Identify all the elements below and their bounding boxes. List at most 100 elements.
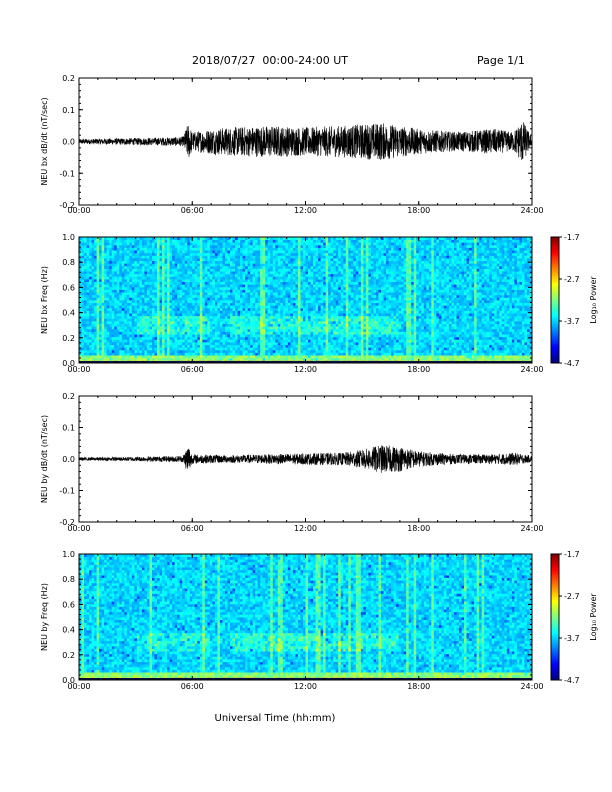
- colorbar-swatch: [551, 272, 559, 276]
- colorbar-swatch: [551, 258, 559, 261]
- colorbar-tick-label: -1.7: [564, 550, 580, 559]
- colorbar-tick-label: -1.7: [564, 233, 580, 242]
- x-tick-label: 06:00: [181, 682, 204, 691]
- colorbar-swatch: [551, 289, 559, 293]
- panel-bx-timeseries: [78, 77, 533, 206]
- colorbar-swatch: [551, 249, 559, 253]
- y-tick-label: 0.8: [62, 575, 75, 584]
- colorbar-swatch: [551, 612, 559, 616]
- y-tick-label: 0.0: [62, 455, 75, 464]
- y-tick-label: 1.0: [62, 233, 75, 242]
- colorbar-swatch: [551, 245, 559, 248]
- x-tick-label: 06:00: [181, 365, 204, 374]
- colorbar-swatch: [551, 677, 559, 681]
- y-axis-label: NEU bx Freq (Hz): [40, 266, 49, 334]
- colorbar-swatch: [551, 640, 559, 643]
- colorbar-swatch: [551, 297, 559, 301]
- x-tick-label: 24:00: [520, 206, 543, 215]
- colorbar-swatch: [551, 633, 559, 637]
- colorbar-swatch: [551, 342, 559, 345]
- x-tick-label: 12:00: [294, 365, 317, 374]
- colorbar-swatch: [551, 304, 559, 307]
- colorbar-swatch: [551, 239, 559, 242]
- x-tick-label: 12:00: [294, 206, 317, 215]
- colorbar-swatch: [551, 281, 559, 284]
- colorbar-swatch: [551, 558, 559, 561]
- colorbar-swatch: [551, 572, 559, 576]
- colorbar-swatch: [551, 316, 559, 320]
- colorbar-swatch: [551, 600, 559, 603]
- y-tick-label: 0.2: [62, 74, 75, 83]
- colorbar-swatch: [551, 589, 559, 593]
- colorbar-tick-label: -4.7: [564, 676, 580, 685]
- y-tick-label: 0.0: [62, 138, 75, 147]
- x-tick-label: 06:00: [181, 524, 204, 533]
- colorbar-swatch: [551, 583, 559, 586]
- colorbar-swatch: [551, 268, 559, 272]
- x-tick-label: 24:00: [520, 682, 543, 691]
- colorbar-swatch: [551, 260, 559, 263]
- colorbar-swatch: [551, 617, 559, 620]
- colorbar-swatch: [551, 241, 559, 244]
- colorbar-swatch: [551, 285, 559, 288]
- colorbar-swatch: [551, 327, 559, 330]
- colorbar-frame: [550, 553, 560, 681]
- colorbar-swatch: [551, 608, 559, 612]
- colorbar-swatch: [551, 562, 559, 565]
- colorbar-swatch: [551, 344, 559, 347]
- colorbar-swatch: [551, 619, 559, 622]
- colorbar-swatch: [551, 650, 559, 654]
- colorbar-swatch: [551, 646, 559, 649]
- colorbar-swatch: [551, 610, 559, 614]
- colorbar-swatch: [551, 644, 559, 647]
- colorbar-label: Log₁₀ Power: [589, 593, 598, 641]
- colorbar-swatch: [551, 337, 559, 341]
- y-tick-label: 0.4: [62, 309, 75, 318]
- colorbar-swatch: [551, 638, 559, 641]
- colorbar-swatch: [551, 579, 559, 582]
- colorbar-swatch: [551, 648, 559, 652]
- colorbar-swatch: [551, 346, 559, 349]
- colorbar-swatch: [551, 669, 559, 673]
- colorbar-swatch: [551, 656, 559, 660]
- x-tick-label: 12:00: [294, 524, 317, 533]
- colorbar-swatch: [551, 625, 559, 628]
- panel-bx-spectrogram: [78, 236, 533, 364]
- colorbar-label: Log₁₀ Power: [589, 276, 598, 324]
- colorbar-swatch: [551, 627, 559, 631]
- colorbar-swatch: [551, 283, 559, 286]
- colorbar-swatch: [551, 276, 559, 280]
- colorbar-swatch: [551, 585, 559, 589]
- colorbar-swatch: [551, 264, 559, 267]
- panel-by-timeseries: [78, 395, 533, 523]
- y-tick-label: -0.1: [59, 169, 75, 178]
- colorbar-swatch: [551, 314, 559, 318]
- colorbar-swatch: [551, 318, 559, 322]
- colorbar-tick-label: -3.7: [564, 317, 580, 326]
- y-tick-label: 0.6: [62, 283, 75, 292]
- colorbar-swatch: [551, 323, 559, 326]
- x-tick-label: 24:00: [520, 524, 543, 533]
- colorbar-swatch: [551, 604, 559, 607]
- y-tick-label: -0.1: [59, 487, 75, 496]
- colorbar-swatch: [551, 556, 559, 559]
- y-tick-label: -0.2: [59, 518, 75, 527]
- colorbar-swatch: [551, 325, 559, 328]
- y-tick-label: 0.2: [62, 651, 75, 660]
- colorbar-swatch: [551, 243, 559, 246]
- colorbar-swatch: [551, 596, 559, 599]
- colorbar-swatch: [551, 339, 559, 343]
- colorbar-swatch: [551, 675, 559, 679]
- colorbar-swatch: [551, 602, 559, 605]
- colorbar-swatch: [551, 629, 559, 633]
- colorbar-swatch: [551, 642, 559, 645]
- colorbar-swatch: [551, 237, 559, 240]
- colorbar-swatch: [551, 570, 559, 574]
- colorbar-swatch: [551, 623, 559, 626]
- colorbar-swatch: [551, 593, 559, 597]
- colorbar-swatch: [551, 306, 559, 309]
- x-axis-label: Universal Time (hh:mm): [215, 713, 336, 724]
- colorbar-tick-label: -2.7: [564, 592, 580, 601]
